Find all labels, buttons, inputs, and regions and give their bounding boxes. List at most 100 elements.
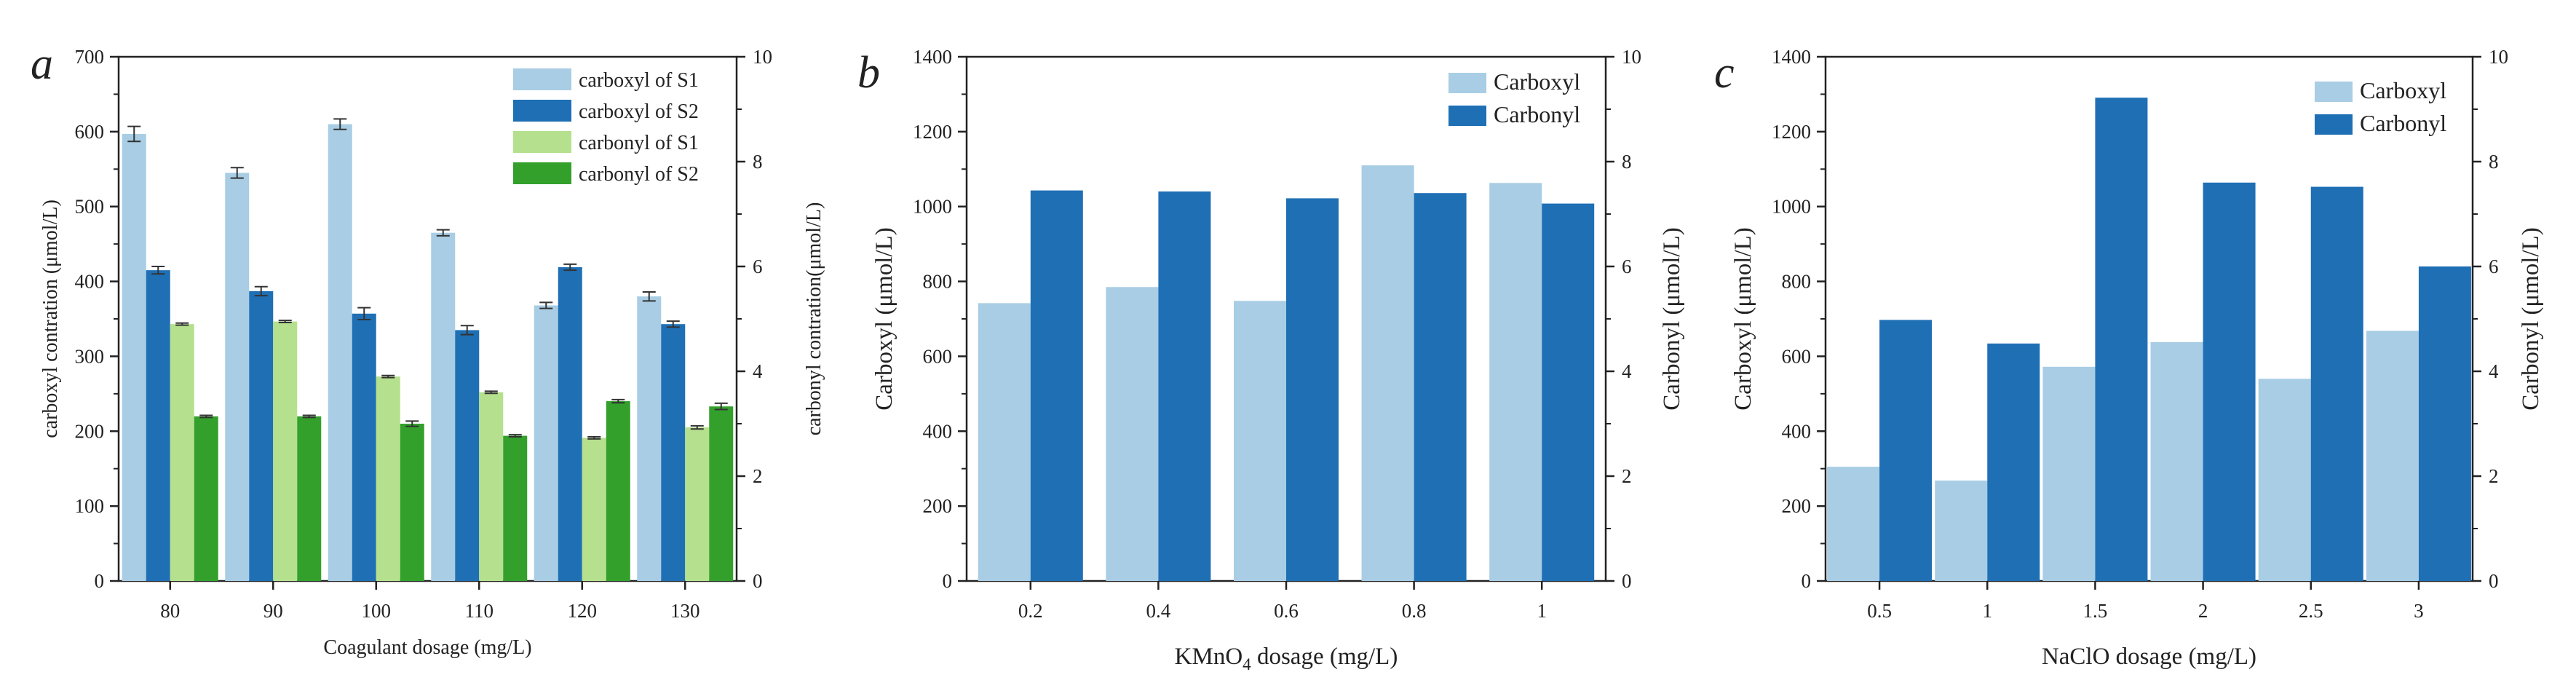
bar-carboxyl xyxy=(978,303,1031,581)
bar-carboxyl-of-s2 xyxy=(352,313,376,581)
legend-label: Carbonyl xyxy=(2360,110,2446,136)
bar-carboxyl-of-s1 xyxy=(328,124,352,582)
x-tick-label: 1 xyxy=(1983,600,1993,622)
y-right-tick-label: 4 xyxy=(1622,360,1632,382)
y-right-tick-label: 10 xyxy=(753,46,772,68)
y-tick-label: 700 xyxy=(75,46,105,68)
y-right-axis-label: Carbonyl (μmol/L) xyxy=(2518,227,2544,410)
bar-carbonyl-of-s2 xyxy=(709,406,734,581)
y-right-tick-label: 6 xyxy=(753,256,763,277)
y-tick-label: 0 xyxy=(943,570,953,592)
bar-carbonyl xyxy=(1286,198,1339,581)
bar-carbonyl-of-s1 xyxy=(170,324,194,581)
bar-carbonyl xyxy=(1414,193,1467,581)
bar-carboxyl-of-s2 xyxy=(661,324,686,581)
y-tick-label: 200 xyxy=(1782,495,1812,517)
x-axis-label-main: KMnO xyxy=(1175,644,1243,670)
y-axis-label: Carboxyl (μmol/L) xyxy=(1730,227,1756,410)
y-right-tick-label: 0 xyxy=(753,570,763,592)
bar-carbonyl-of-s2 xyxy=(503,435,528,581)
bar-carboxyl-of-s1 xyxy=(225,173,250,581)
legend: Carboxyl Carbonyl xyxy=(2315,77,2446,136)
bar-carboxyl xyxy=(1106,287,1159,581)
bar-carbonyl xyxy=(2310,186,2363,581)
x-tick-label: 80 xyxy=(160,600,180,622)
y-tick-label: 400 xyxy=(75,271,105,293)
bar-carboxyl xyxy=(1935,481,1988,581)
y-right-tick-label: 6 xyxy=(1622,256,1632,277)
legend-label: carboxyl of S2 xyxy=(579,100,699,123)
legend-swatch xyxy=(513,131,571,153)
y-right-tick-label: 4 xyxy=(2489,360,2499,382)
y-tick-label: 300 xyxy=(75,345,105,367)
y-tick-label: 800 xyxy=(1782,271,1812,293)
bar-carboxyl xyxy=(2258,379,2311,581)
x-axis-label: KMnO4 dosage (mg/L) xyxy=(1175,644,1398,673)
x-axis-label-subscript: 4 xyxy=(1243,655,1251,673)
y-tick-label: 0 xyxy=(1802,570,1812,592)
y-tick-label: 400 xyxy=(923,420,953,442)
bar-carbonyl xyxy=(2203,182,2256,582)
bar-carbonyl-of-s2 xyxy=(606,401,630,581)
panel-letter: a xyxy=(31,39,53,89)
x-tick-label: 0.5 xyxy=(1867,600,1892,622)
y-right-axis-label: Carbonyl (μmol/L) xyxy=(1659,227,1685,410)
bar-carbonyl-of-s2 xyxy=(297,416,322,581)
y-tick-label: 1000 xyxy=(913,196,952,218)
x-tick-label: 90 xyxy=(263,600,283,622)
chart-panel-a: a 0 100 200 300 400 500 600 700 0 2 4 6 8 10 80 90 100 110… xyxy=(31,39,825,659)
y-right-tick-label: 0 xyxy=(1622,570,1632,592)
y-tick-label: 1400 xyxy=(1772,46,1811,68)
bar-carbonyl xyxy=(1987,343,2040,581)
y-right-tick-label: 8 xyxy=(753,151,763,173)
bar-carbonyl xyxy=(1542,203,1595,582)
x-axis-label: NaClO dosage (mg/L) xyxy=(2042,644,2256,670)
legend: carboxyl of S1 carboxyl of S2 carbonyl of … xyxy=(513,68,699,186)
bar-carboxyl-of-s1 xyxy=(122,133,146,581)
legend-swatch xyxy=(1448,73,1486,93)
chart-panel-c: c 0 200 400 600 800 1000 1200 1400 0 2 4 6 8 10 0.5 1 1.5… xyxy=(1714,46,2544,670)
y-tick-label: 0 xyxy=(95,570,105,592)
bar-carboxyl-of-s1 xyxy=(431,232,456,581)
y-right-tick-label: 2 xyxy=(1622,465,1632,487)
bar-carbonyl xyxy=(1030,190,1083,582)
bar-carboxyl-of-s1 xyxy=(637,296,662,581)
legend-swatch xyxy=(513,68,571,90)
legend-swatch xyxy=(513,162,571,184)
y-right-tick-label: 0 xyxy=(2489,570,2499,592)
legend-label: Carboxyl xyxy=(1494,68,1580,95)
x-tick-label: 1.5 xyxy=(2083,600,2108,622)
y-tick-label: 600 xyxy=(75,121,105,143)
y-tick-label: 1200 xyxy=(1772,121,1811,143)
bar-carbonyl xyxy=(1158,191,1211,581)
y-tick-label: 200 xyxy=(923,495,953,517)
y-tick-label: 500 xyxy=(75,196,105,218)
x-tick-label: 0.6 xyxy=(1274,600,1299,622)
legend-label: carbonyl of S1 xyxy=(579,132,699,154)
x-tick-label: 2 xyxy=(2198,600,2208,622)
legend-swatch xyxy=(2315,114,2353,135)
y-tick-label: 1400 xyxy=(913,46,952,68)
bar-carboxyl-of-s2 xyxy=(146,270,170,581)
x-axis-label: Coagulant dosage (mg/L) xyxy=(323,636,531,659)
y-right-tick-label: 2 xyxy=(753,465,763,487)
bar-carboxyl xyxy=(1489,183,1542,582)
bar-carbonyl-of-s2 xyxy=(400,424,424,581)
bar-carboxyl-of-s2 xyxy=(558,267,582,581)
legend-label: Carbonyl xyxy=(1494,101,1580,127)
legend-label: carboxyl of S1 xyxy=(579,69,699,92)
x-tick-label: 1 xyxy=(1537,600,1547,622)
legend-label: carbonyl of S2 xyxy=(579,163,699,186)
legend-label: Carboxyl xyxy=(2360,77,2446,103)
x-tick-label: 0.2 xyxy=(1018,600,1043,622)
x-axis-label-rest: dosage (mg/L) xyxy=(1251,644,1398,670)
y-right-tick-label: 8 xyxy=(1622,151,1632,173)
x-tick-label: 3 xyxy=(2414,600,2424,622)
bar-carbonyl-of-s1 xyxy=(582,438,606,581)
chart-panel-b: b 0 200 400 600 800 1000 1200 1400 0 2 4 6 8 10 0.2 0.4 0… xyxy=(857,46,1685,673)
x-tick-label: 120 xyxy=(568,600,598,622)
bar-carboxyl xyxy=(2042,366,2096,581)
bar-carboxyl xyxy=(2366,331,2419,581)
legend-swatch xyxy=(513,100,571,122)
